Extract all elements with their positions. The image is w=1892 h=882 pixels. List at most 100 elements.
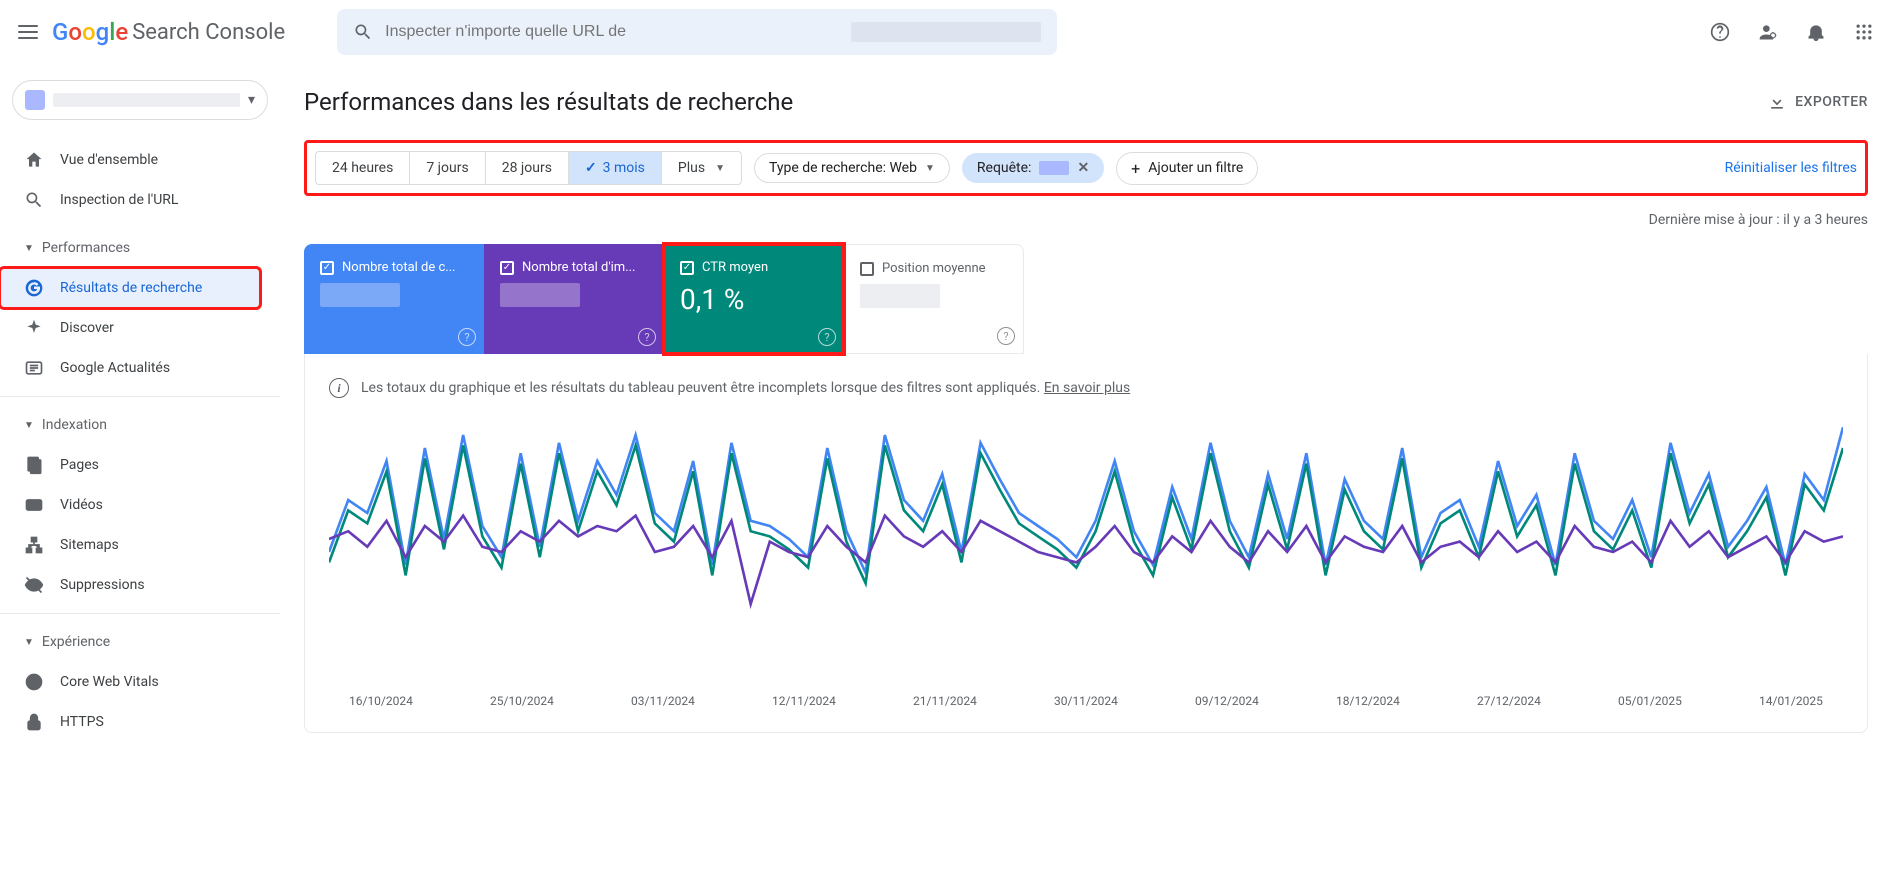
metric-card-ctr[interactable]: CTR moyen 0,1 % ?	[664, 244, 844, 354]
sidebar-item-label: Vidéos	[60, 497, 103, 513]
discover-icon	[24, 318, 44, 338]
x-axis-label: 12/11/2024	[772, 694, 836, 708]
chevron-down-icon: ▼	[715, 163, 725, 174]
export-label: EXPORTER	[1795, 94, 1868, 110]
sidebar-section-performance[interactable]: ▼ Performances	[0, 228, 280, 268]
sidebar-section-label: Indexation	[42, 417, 107, 433]
reset-filters-link[interactable]: Réinitialiser les filtres	[1725, 160, 1857, 176]
metric-label: Nombre total de c...	[342, 260, 456, 275]
help-icon[interactable]: ?	[458, 328, 476, 346]
export-button[interactable]: EXPORTER	[1767, 92, 1868, 112]
help-icon[interactable]: ?	[638, 328, 656, 346]
filters-bar: 24 heures 7 jours 28 jours ✓ 3 mois Plus ▼ Typ…	[304, 140, 1868, 196]
check-icon: ✓	[585, 160, 597, 176]
pages-icon	[24, 455, 44, 475]
main-content: Performances dans les résultats de reche…	[280, 64, 1892, 882]
property-selector[interactable]: ▾	[12, 80, 268, 120]
x-axis-label: 18/12/2024	[1336, 694, 1400, 708]
sidebar-item-removals[interactable]: Suppressions	[0, 565, 264, 605]
notice-link[interactable]: En savoir plus	[1044, 380, 1130, 396]
help-icon[interactable]: ?	[997, 327, 1015, 345]
date-option-label: Plus	[678, 160, 705, 176]
sidebar-item-core-web-vitals[interactable]: Core Web Vitals	[0, 662, 264, 702]
chart-x-axis: 16/10/202425/10/202403/11/202412/11/2024…	[329, 686, 1843, 708]
chevron-down-icon: ▼	[24, 637, 34, 648]
sidebar-item-pages[interactable]: Pages	[0, 445, 264, 485]
x-axis-label: 27/12/2024	[1477, 694, 1541, 708]
plus-icon: +	[1131, 159, 1140, 178]
sidebar-section-experience[interactable]: ▼ Expérience	[0, 622, 280, 662]
news-icon	[24, 358, 44, 378]
notifications-icon[interactable]	[1804, 20, 1828, 44]
sidebar-item-search-results[interactable]: Résultats de recherche	[0, 268, 260, 308]
date-option-label: 24 heures	[332, 160, 393, 176]
metric-card-impressions[interactable]: Nombre total d'im... ?	[484, 244, 664, 354]
sitemap-icon	[24, 535, 44, 555]
chevron-down-icon: ▼	[24, 420, 34, 431]
sidebar-item-label: Sitemaps	[60, 537, 119, 553]
sidebar-item-videos[interactable]: Vidéos	[0, 485, 264, 525]
metric-value-redacted	[500, 283, 580, 307]
x-axis-label: 05/01/2025	[1618, 694, 1682, 708]
info-icon: i	[329, 378, 349, 398]
product-logo[interactable]: Google Search Console	[52, 18, 285, 46]
chart-series	[329, 516, 1843, 604]
chevron-down-icon: ▾	[248, 92, 255, 108]
sidebar-item-overview[interactable]: Vue d'ensemble	[0, 140, 264, 180]
speed-icon	[24, 672, 44, 692]
apps-icon[interactable]	[1852, 20, 1876, 44]
chart-series	[329, 445, 1843, 583]
sidebar-section-indexing[interactable]: ▼ Indexation	[0, 405, 280, 445]
chevron-down-icon: ▼	[24, 243, 34, 254]
url-inspection-input[interactable]	[385, 23, 839, 41]
lock-icon	[24, 712, 44, 732]
sidebar-item-google-news[interactable]: Google Actualités	[0, 348, 264, 388]
query-filter-chip[interactable]: Requête: ✕	[962, 153, 1104, 183]
query-value-redacted	[1039, 161, 1069, 175]
search-type-filter-chip[interactable]: Type de recherche: Web ▼	[754, 153, 950, 183]
help-icon[interactable]: ?	[818, 328, 836, 346]
sidebar-item-label: Résultats de recherche	[60, 280, 202, 296]
date-range-selector: 24 heures 7 jours 28 jours ✓ 3 mois Plus ▼	[315, 151, 742, 185]
chip-label: Type de recherche: Web	[769, 160, 917, 176]
sidebar-item-https[interactable]: HTTPS	[0, 702, 264, 742]
search-icon	[24, 190, 44, 210]
menu-icon[interactable]	[16, 20, 40, 44]
sidebar-item-sitemaps[interactable]: Sitemaps	[0, 525, 264, 565]
date-option[interactable]: 28 jours	[486, 152, 569, 184]
date-option-label: 7 jours	[426, 160, 468, 176]
metric-card-position[interactable]: Position moyenne ?	[844, 244, 1024, 354]
sidebar-item-label: Suppressions	[60, 577, 145, 593]
sidebar-item-label: Pages	[60, 457, 99, 473]
product-name: Search Console	[132, 20, 285, 45]
x-axis-label: 03/11/2024	[631, 694, 695, 708]
sidebar-item-label: Vue d'ensemble	[60, 152, 158, 168]
sidebar-section-label: Performances	[42, 240, 130, 256]
add-filter-button[interactable]: + Ajouter un filtre	[1116, 152, 1258, 185]
redacted-domain	[851, 22, 1041, 42]
date-option[interactable]: Plus ▼	[662, 152, 741, 184]
x-axis-label: 21/11/2024	[913, 694, 977, 708]
url-inspection-searchbar[interactable]	[337, 9, 1057, 55]
x-axis-label: 09/12/2024	[1195, 694, 1259, 708]
metric-label: CTR moyen	[702, 260, 768, 275]
date-option[interactable]: ✓ 3 mois	[569, 152, 662, 184]
date-option[interactable]: 24 heures	[316, 152, 410, 184]
sidebar-item-label: Inspection de l'URL	[60, 192, 178, 208]
chip-label: Ajouter un filtre	[1148, 160, 1243, 176]
help-icon[interactable]	[1708, 20, 1732, 44]
google-g-icon	[24, 278, 44, 298]
download-icon	[1767, 92, 1787, 112]
property-name-redacted	[53, 93, 240, 107]
metric-card-clicks[interactable]: Nombre total de c... ?	[304, 244, 484, 354]
x-axis-label: 14/01/2025	[1759, 694, 1823, 708]
sidebar-item-url-inspection[interactable]: Inspection de l'URL	[0, 180, 264, 220]
close-icon[interactable]: ✕	[1077, 160, 1089, 176]
user-settings-icon[interactable]	[1756, 20, 1780, 44]
notice-text: Les totaux du graphique et les résultats…	[361, 380, 1040, 396]
metrics-cards: Nombre total de c... ? Nombre total d'im…	[304, 244, 1868, 354]
sidebar-item-discover[interactable]: Discover	[0, 308, 264, 348]
date-option[interactable]: 7 jours	[410, 152, 485, 184]
metric-value-redacted	[860, 284, 940, 308]
date-option-label: 3 mois	[603, 160, 645, 176]
